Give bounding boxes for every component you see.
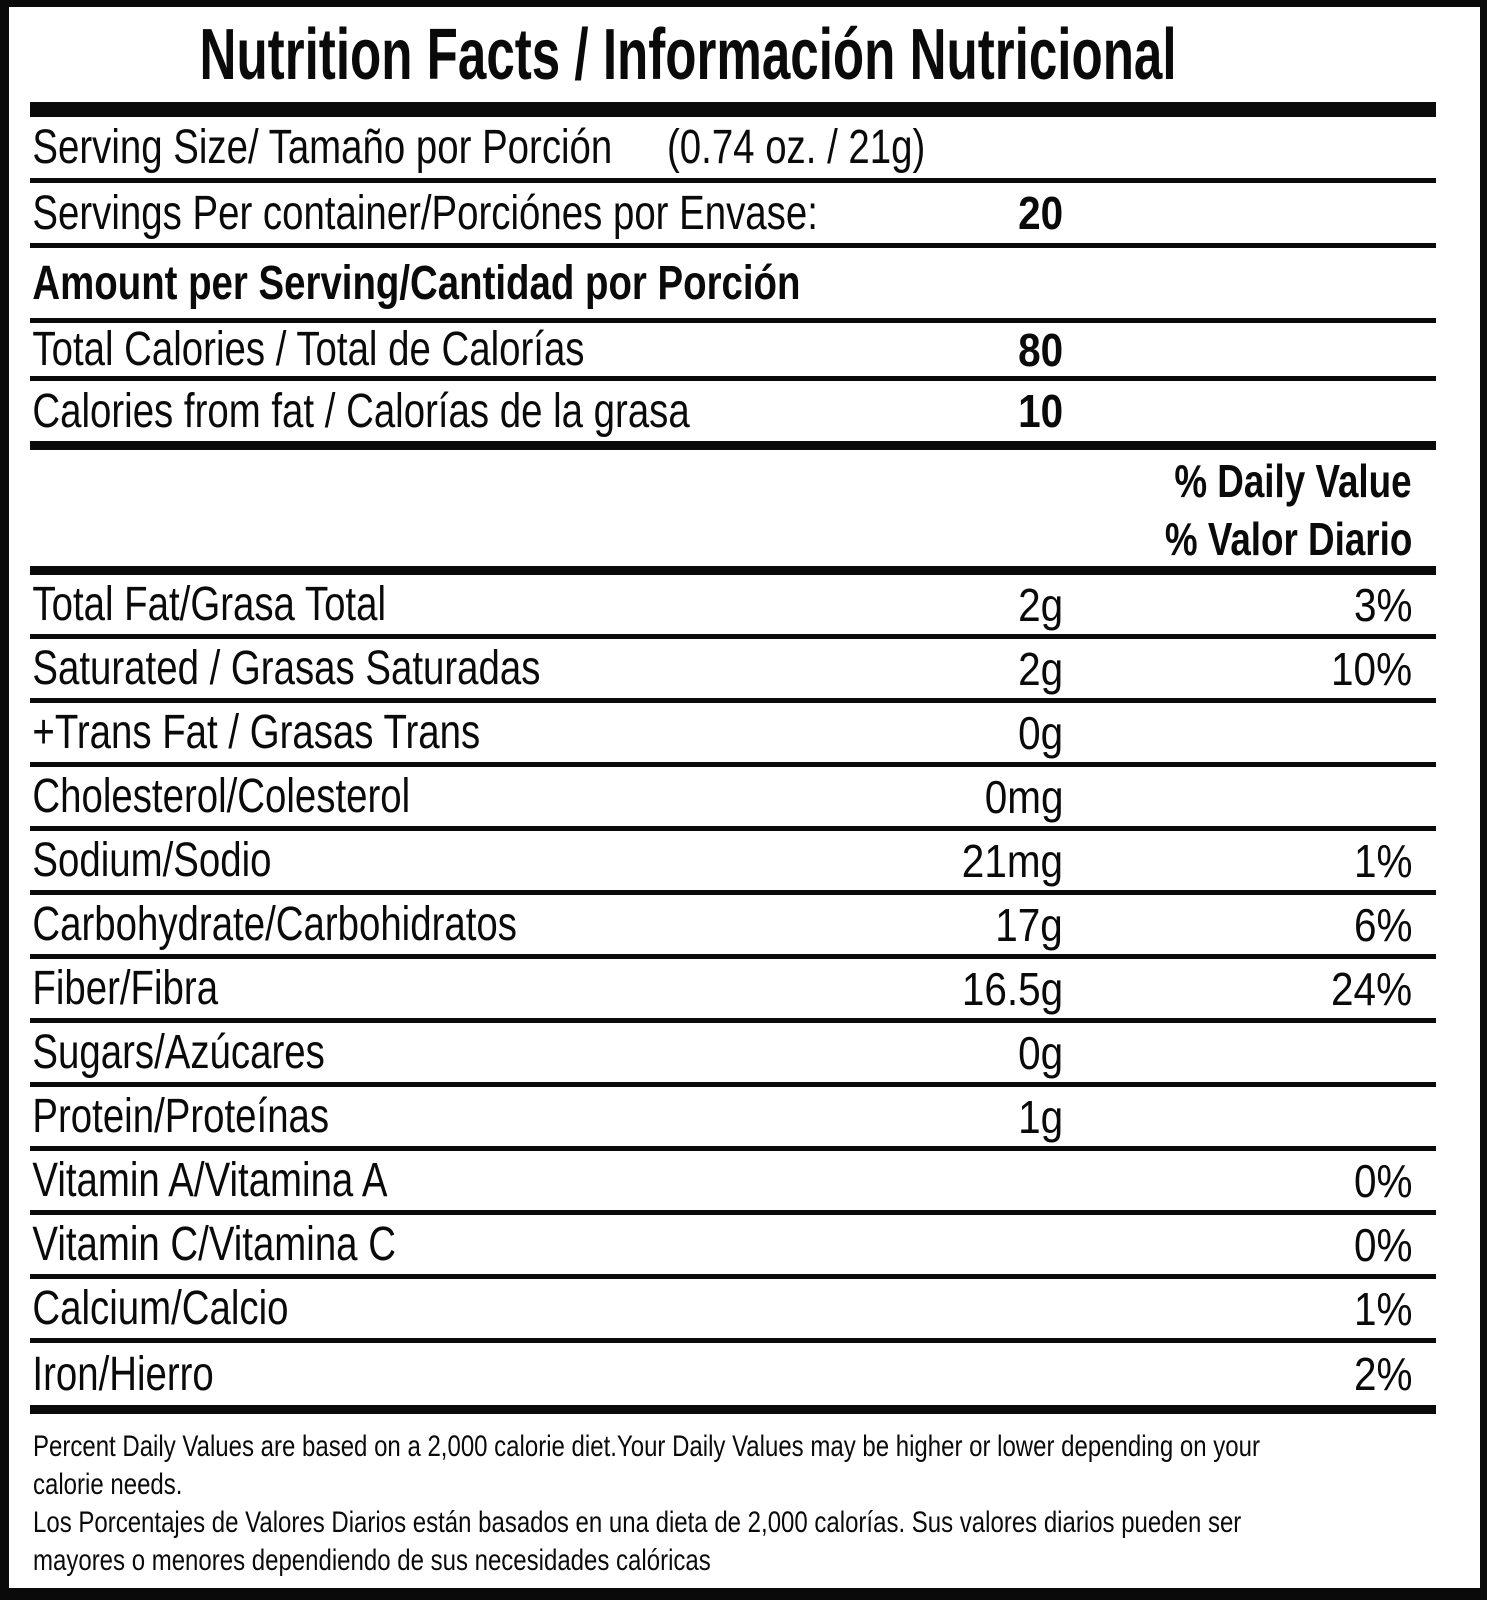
nutrient-dv: 1%: [1353, 834, 1412, 887]
nutrient-dv: 2%: [1353, 1348, 1412, 1400]
nutrient-amount: 2g: [1017, 578, 1063, 631]
nutrient-label: Fiber/Fibra: [32, 962, 219, 1015]
nutrient-label: Iron/Hierro: [32, 1347, 214, 1401]
nutrient-row-protein: Protein/Proteínas 1g: [30, 1087, 1436, 1151]
footnote: Percent Daily Values are based on a 2,00…: [30, 1428, 1440, 1580]
serving-size-label: Serving Size/ Tamaño por Porción: [32, 121, 613, 174]
label-title: Nutrition Facts / Información Nutriciona…: [199, 14, 1177, 95]
nutrient-dv: 1%: [1353, 1282, 1412, 1335]
nutrient-dv: 3%: [1353, 578, 1412, 631]
calories-from-fat-label: Calories from fat / Calorías de la grasa: [32, 384, 690, 438]
nutrient-label: Vitamin A/Vitamina A: [32, 1154, 388, 1207]
nutrient-dv: 6%: [1353, 898, 1412, 951]
nutrient-row-carbohydrate: Carbohydrate/Carbohidratos 17g 6%: [30, 895, 1436, 959]
nutrient-label: Saturated / Grasas Saturadas: [32, 642, 541, 695]
nutrient-row-fiber: Fiber/Fibra 16.5g 24%: [30, 959, 1436, 1023]
nutrient-row-calcium: Calcium/Calcio 1%: [30, 1279, 1436, 1343]
nutrient-dv: 0%: [1353, 1218, 1412, 1271]
nutrient-label: Carbohydrate/Carbohidratos: [32, 898, 517, 951]
nutrient-dv: 24%: [1330, 962, 1412, 1015]
footnote-line: Percent Daily Values are based on a 2,00…: [33, 1430, 1260, 1463]
nutrient-row-vitamin-c: Vitamin C/Vitamina C 0%: [30, 1215, 1436, 1279]
nutrient-dv: 10%: [1330, 642, 1412, 695]
serving-size-value: (0.74 oz. / 21g): [667, 121, 926, 174]
calories-from-fat-row: Calories from fat / Calorías de la grasa…: [30, 381, 1436, 450]
nutrient-label: +Trans Fat / Grasas Trans: [32, 706, 481, 759]
amount-per-serving-header: Amount per Serving/Cantidad por Porción: [32, 256, 801, 310]
nutrient-amount: 17g: [995, 898, 1063, 951]
nutrient-amount: 0mg: [984, 770, 1063, 823]
nutrient-label: Protein/Proteínas: [32, 1090, 330, 1143]
nutrient-row-sodium: Sodium/Sodio 21mg 1%: [30, 831, 1436, 895]
nutrient-label: Cholesterol/Colesterol: [32, 770, 411, 823]
daily-value-header-en: % Daily Value: [1174, 454, 1412, 507]
nutrient-amount: 16.5g: [961, 962, 1063, 1015]
footnote-line: mayores o menores dependiendo de sus nec…: [33, 1544, 711, 1577]
serving-size-row: Serving Size/ Tamaño por Porción (0.74 o…: [30, 117, 1436, 183]
footnote-divider-bar: [30, 1405, 1436, 1414]
nutrient-amount: 0g: [1017, 1026, 1063, 1079]
total-calories-label: Total Calories / Total de Calorías: [32, 323, 585, 376]
footnote-line: Los Porcentajes de Valores Diarios están…: [33, 1506, 1242, 1539]
nutrient-dv: 0%: [1353, 1154, 1412, 1207]
nutrient-amount: 21mg: [961, 834, 1063, 887]
calories-from-fat-value: 10: [1017, 385, 1063, 437]
total-calories-row: Total Calories / Total de Calorías 80: [30, 323, 1436, 381]
nutrient-label: Vitamin C/Vitamina C: [32, 1218, 396, 1271]
nutrient-row-sugars: Sugars/Azúcares 0g: [30, 1023, 1436, 1087]
daily-value-header-es: % Valor Diario: [1164, 512, 1412, 565]
amount-per-serving-row: Amount per Serving/Cantidad por Porción: [30, 248, 1436, 323]
nutrient-label: Total Fat/Grasa Total: [32, 578, 386, 631]
daily-value-header-es-row: % Valor Diario: [30, 511, 1436, 575]
nutrient-row-total-fat: Total Fat/Grasa Total 2g 3%: [30, 575, 1436, 639]
nutrient-row-iron: Iron/Hierro 2%: [30, 1343, 1436, 1405]
header-divider-bar: [30, 102, 1436, 117]
total-calories-value: 80: [1017, 323, 1063, 376]
nutrient-label: Calcium/Calcio: [32, 1282, 289, 1335]
servings-per-container-value: 20: [1017, 187, 1063, 239]
nutrient-row-vitamin-a: Vitamin A/Vitamina A 0%: [30, 1151, 1436, 1215]
servings-per-container-row: Servings Per container/Porciónes por Env…: [30, 183, 1436, 248]
nutrient-amount: 0g: [1017, 706, 1063, 759]
nutrient-row-cholesterol: Cholesterol/Colesterol 0mg: [30, 767, 1436, 831]
footnote-line: calorie needs.: [33, 1468, 183, 1501]
nutrient-row-saturated-fat: Saturated / Grasas Saturadas 2g 10%: [30, 639, 1436, 703]
daily-value-header-en-row: % Daily Value: [30, 450, 1436, 511]
label-header: Nutrition Facts / Información Nutriciona…: [9, 7, 1367, 102]
nutrient-label: Sugars/Azúcares: [32, 1026, 325, 1079]
nutrient-amount: 2g: [1017, 642, 1063, 695]
servings-per-container-label: Servings Per container/Porciónes por Env…: [32, 186, 818, 240]
nutrient-amount: 1g: [1017, 1090, 1063, 1143]
nutrient-label: Sodium/Sodio: [32, 834, 272, 887]
nutrient-row-trans-fat: +Trans Fat / Grasas Trans 0g: [30, 703, 1436, 767]
